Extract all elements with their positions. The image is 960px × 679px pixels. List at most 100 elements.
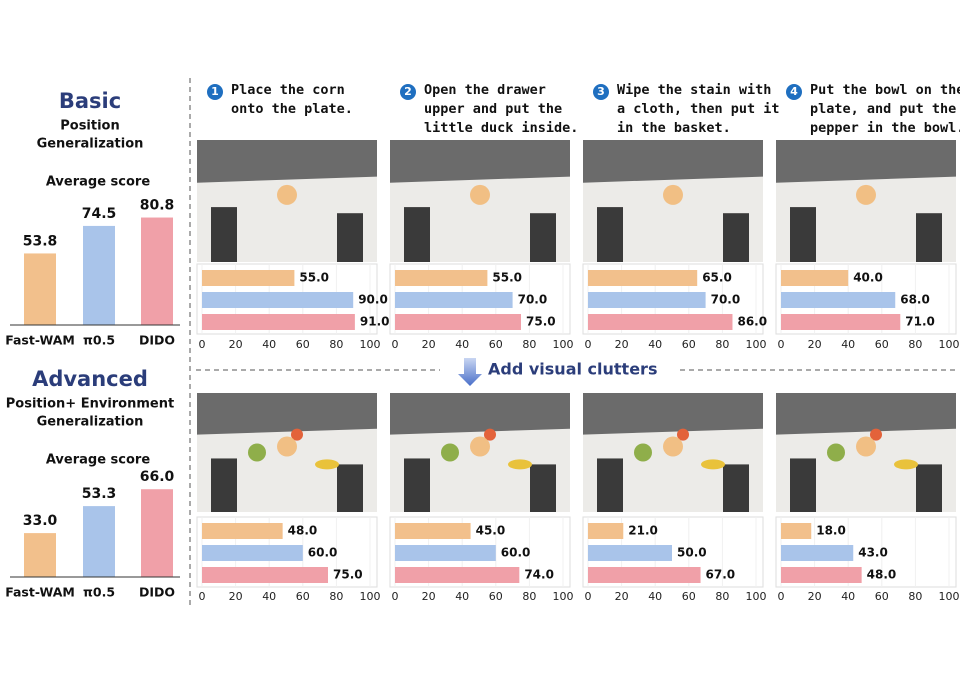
x-tick-label: 40 <box>455 338 469 351</box>
value-label: 40.0 <box>853 271 883 285</box>
photo-robot <box>530 213 556 262</box>
x-tick-label: 60 <box>682 590 696 603</box>
bar <box>395 292 513 308</box>
chart-title: Advanced <box>32 367 148 391</box>
bar <box>395 545 496 561</box>
task-text: plate, and put the <box>810 101 956 117</box>
task-text: Wipe the stain with <box>617 82 771 98</box>
photo-object <box>663 436 683 457</box>
x-tick-label: 60 <box>682 338 696 351</box>
photo-table <box>197 428 377 512</box>
task-text: pepper in the bowl. <box>810 120 960 136</box>
bar <box>781 270 849 286</box>
x-tick-label: 80 <box>522 590 536 603</box>
value-label: 66.0 <box>140 469 175 485</box>
photo-robot <box>597 207 623 262</box>
x-tick-label: 40 <box>841 590 855 603</box>
bar <box>395 314 521 330</box>
x-tick-label: 100 <box>746 590 767 603</box>
bar <box>202 545 303 561</box>
x-tick-label: 60 <box>875 338 889 351</box>
task-text: little duck inside. <box>424 120 578 136</box>
x-tick-label: DIDO <box>139 333 175 348</box>
arrow <box>458 358 482 386</box>
photo-object <box>870 428 882 441</box>
bar <box>588 545 672 561</box>
axis-label: Average score <box>46 453 151 468</box>
bar <box>588 314 733 330</box>
chart-subtitle: Position <box>60 119 120 134</box>
x-tick-label: 60 <box>875 590 889 603</box>
x-tick-label: 0 <box>778 590 785 603</box>
plot-frame <box>389 263 571 335</box>
x-tick-label: 80 <box>908 338 922 351</box>
bar <box>781 567 862 583</box>
x-tick-label: 40 <box>455 590 469 603</box>
task-badge <box>593 84 609 100</box>
task-text: in the basket. <box>617 120 731 136</box>
photo-object <box>277 184 297 205</box>
task-badge <box>786 84 802 100</box>
photo-object <box>291 428 303 441</box>
photo-object <box>315 459 339 470</box>
task-text: Place the corn <box>231 82 345 98</box>
value-label: 67.0 <box>706 568 736 582</box>
task-text: Open the drawer <box>424 82 546 98</box>
photo-object <box>470 184 490 205</box>
value-label: 55.0 <box>492 271 522 285</box>
task-number: 3 <box>597 85 605 98</box>
photo-robot <box>916 213 942 262</box>
x-tick-label: 80 <box>522 338 536 351</box>
value-label: 74.5 <box>82 206 117 222</box>
x-tick-label: 80 <box>329 590 343 603</box>
x-tick-label: 60 <box>489 590 503 603</box>
value-label: 91.0 <box>360 315 390 329</box>
bar <box>83 225 115 325</box>
bar <box>781 314 901 330</box>
photo-object <box>856 436 876 457</box>
task-number: 2 <box>404 85 412 98</box>
photo-table <box>583 428 763 512</box>
x-tick-label: 80 <box>715 590 729 603</box>
photo-robot <box>337 213 363 262</box>
x-tick-label: 100 <box>746 338 767 351</box>
value-label: 71.0 <box>905 315 935 329</box>
value-label: 70.0 <box>711 293 741 307</box>
value-label: 65.0 <box>702 271 732 285</box>
bar <box>781 523 812 539</box>
plot-frame <box>582 516 764 588</box>
bar <box>24 533 56 577</box>
x-tick-label: 0 <box>392 338 399 351</box>
x-tick-label: 20 <box>229 338 243 351</box>
x-tick-label: 0 <box>585 338 592 351</box>
value-label: 18.0 <box>816 524 846 538</box>
chart-subtitle: Generalization <box>37 137 144 152</box>
x-tick-label: π0.5 <box>83 333 115 348</box>
x-tick-label: 40 <box>262 590 276 603</box>
photo-robot <box>723 464 749 512</box>
plot-frame <box>582 263 764 335</box>
photo-robot <box>916 464 942 512</box>
bar <box>141 489 173 577</box>
bar <box>588 567 701 583</box>
plot-frame <box>196 516 378 588</box>
value-label: 68.0 <box>900 293 930 307</box>
value-label: 45.0 <box>476 524 506 538</box>
x-tick-label: 80 <box>908 590 922 603</box>
value-label: 75.0 <box>526 315 556 329</box>
photo-robot <box>337 464 363 512</box>
x-tick-label: 40 <box>262 338 276 351</box>
photo-object <box>441 443 459 462</box>
photo-object <box>277 436 297 457</box>
photo-object <box>634 443 652 462</box>
x-tick-label: 60 <box>296 590 310 603</box>
photo-object <box>677 428 689 441</box>
photo-table <box>390 428 570 512</box>
x-tick-label: 40 <box>648 590 662 603</box>
plot-frame <box>196 263 378 335</box>
value-label: 55.0 <box>299 271 329 285</box>
x-tick-label: 0 <box>392 590 399 603</box>
bar <box>395 523 471 539</box>
task-text: Put the bowl on the <box>810 82 960 98</box>
